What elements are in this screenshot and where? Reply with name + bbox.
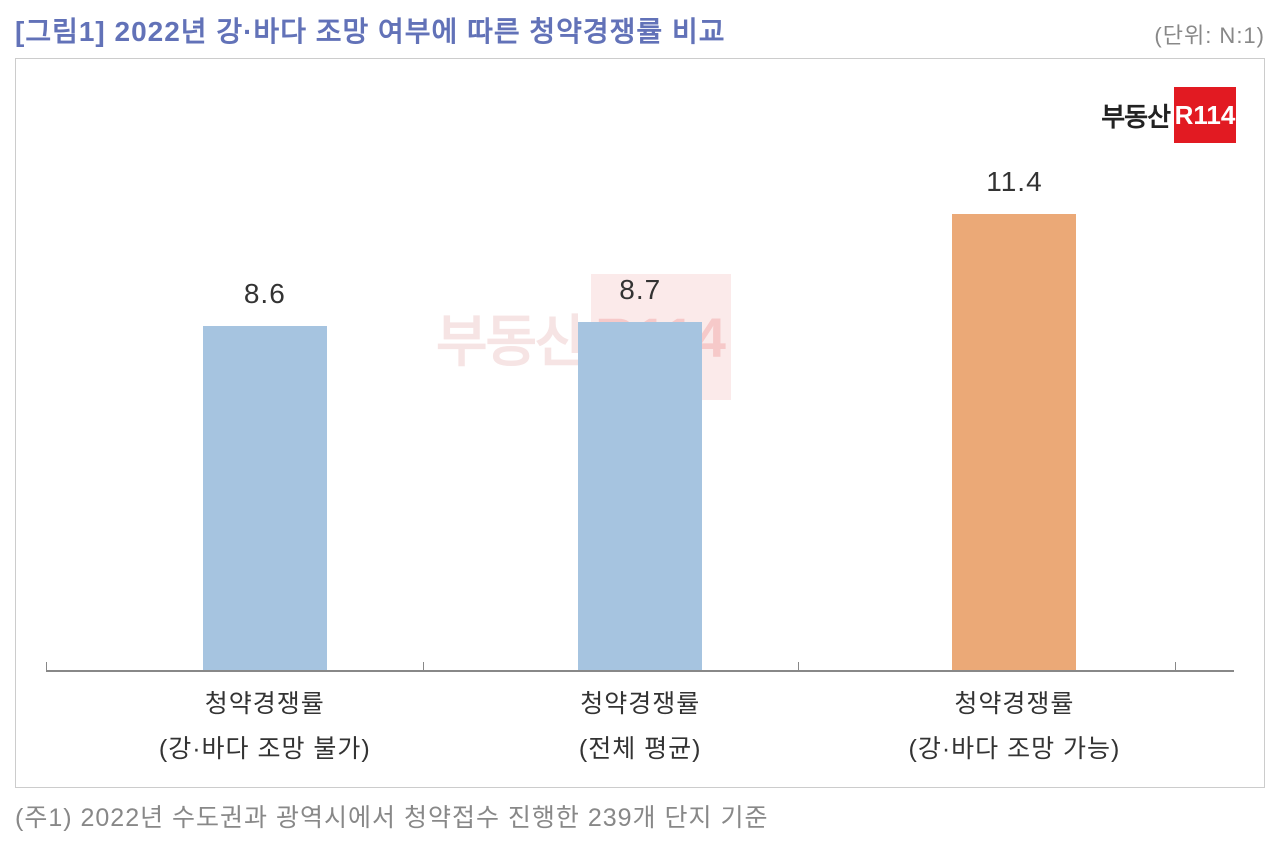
x-axis-labels: 청약경쟁률 (강·바다 조망 불가) 청약경쟁률 (전체 평균) 청약경쟁률 (…	[46, 682, 1234, 777]
bar-rect	[203, 326, 327, 670]
bar-value-label: 8.7	[578, 274, 702, 306]
axis-tick	[798, 662, 799, 672]
x-label-line2: (전체 평균)	[490, 727, 790, 772]
chart-frame: 부동산 R114 부동산 R114 8.6 8.7 11.4 청약경쟁률 (강·…	[15, 58, 1265, 788]
bar-1: 8.7	[578, 322, 702, 670]
x-label-line1: 청약경쟁률	[864, 682, 1164, 727]
x-label-0: 청약경쟁률 (강·바다 조망 불가)	[115, 682, 415, 772]
bar-value-label: 8.6	[203, 278, 327, 310]
unit-label: (단위: N:1)	[1154, 18, 1265, 50]
x-label-line1: 청약경쟁률	[490, 682, 790, 727]
bar-value-label: 11.4	[952, 166, 1076, 198]
bar-0: 8.6	[203, 326, 327, 670]
axis-tick	[423, 662, 424, 672]
logo-badge: R114	[1174, 87, 1236, 143]
chart-title: [그림1] 2022년 강·바다 조망 여부에 따른 청약경쟁률 비교	[15, 10, 726, 50]
x-label-1: 청약경쟁률 (전체 평균)	[490, 682, 790, 772]
brand-logo: 부동산 R114	[1101, 87, 1236, 143]
header-row: [그림1] 2022년 강·바다 조망 여부에 따른 청약경쟁률 비교 (단위:…	[15, 10, 1265, 50]
axis-tick	[1175, 662, 1176, 672]
x-label-line2: (강·바다 조망 가능)	[864, 727, 1164, 772]
footnote: (주1) 2022년 수도권과 광역시에서 청약접수 진행한 239개 단지 기…	[15, 798, 1265, 834]
plot-area: 8.6 8.7 11.4	[46, 192, 1234, 672]
x-label-2: 청약경쟁률 (강·바다 조망 가능)	[864, 682, 1164, 772]
bar-rect	[952, 214, 1076, 670]
x-label-line1: 청약경쟁률	[115, 682, 415, 727]
bar-2: 11.4	[952, 214, 1076, 670]
logo-text: 부동산	[1101, 97, 1170, 134]
bar-rect	[578, 322, 702, 670]
x-label-line2: (강·바다 조망 불가)	[115, 727, 415, 772]
axis-tick	[46, 662, 47, 672]
